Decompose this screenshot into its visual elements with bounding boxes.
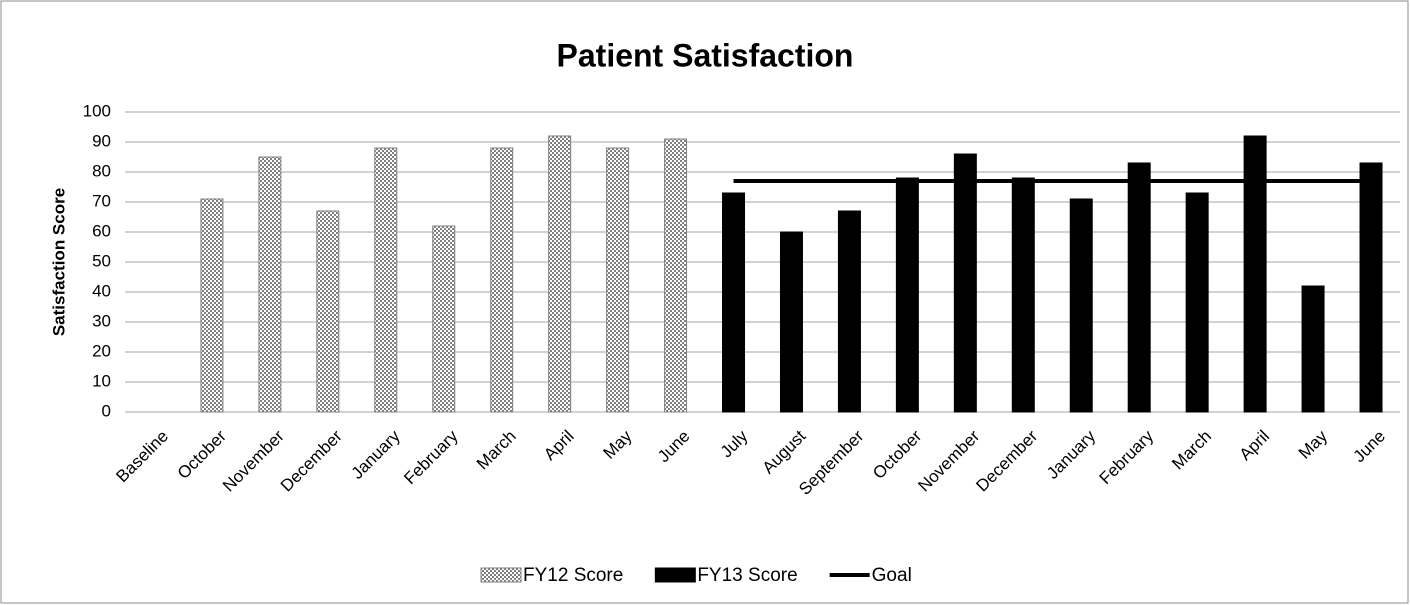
bar: [200, 198, 224, 413]
bar: [1243, 135, 1267, 413]
bar: [664, 138, 688, 413]
y-tick-label: 20: [92, 341, 111, 360]
y-axis-label: Satisfaction Score: [49, 188, 68, 336]
bar: [1127, 162, 1151, 413]
y-tick-label: 100: [83, 101, 111, 120]
legend-swatch: [480, 567, 522, 583]
y-tick-label: 50: [92, 251, 111, 270]
y-tick-label: 0: [102, 401, 111, 420]
bar: [606, 147, 630, 413]
legend-label: FY12 Score: [523, 565, 623, 586]
bar: [374, 147, 398, 413]
y-tick-label: 70: [92, 191, 111, 210]
bar: [1185, 192, 1209, 413]
legend-swatch: [654, 567, 696, 583]
bar: [953, 153, 977, 413]
bar: [1301, 285, 1325, 413]
bar: [1359, 162, 1383, 413]
bar: [722, 192, 746, 413]
y-tick-label: 90: [92, 131, 111, 150]
bar: [432, 225, 456, 413]
bar: [1011, 177, 1035, 413]
legend-label: Goal: [872, 565, 912, 586]
chart-title: Patient Satisfaction: [557, 37, 854, 73]
bar: [548, 135, 572, 413]
y-tick-label: 10: [92, 371, 111, 390]
y-tick-label: 40: [92, 281, 111, 300]
bar: [779, 231, 803, 413]
y-tick-label: 80: [92, 161, 111, 180]
legend-label: FY13 Score: [697, 565, 797, 586]
bar: [1069, 198, 1093, 413]
bar: [490, 147, 514, 413]
bar: [258, 156, 282, 413]
bar: [895, 177, 919, 413]
y-tick-label: 30: [92, 311, 111, 330]
y-tick-label: 60: [92, 221, 111, 240]
bar: [316, 210, 340, 413]
bar: [837, 210, 861, 413]
